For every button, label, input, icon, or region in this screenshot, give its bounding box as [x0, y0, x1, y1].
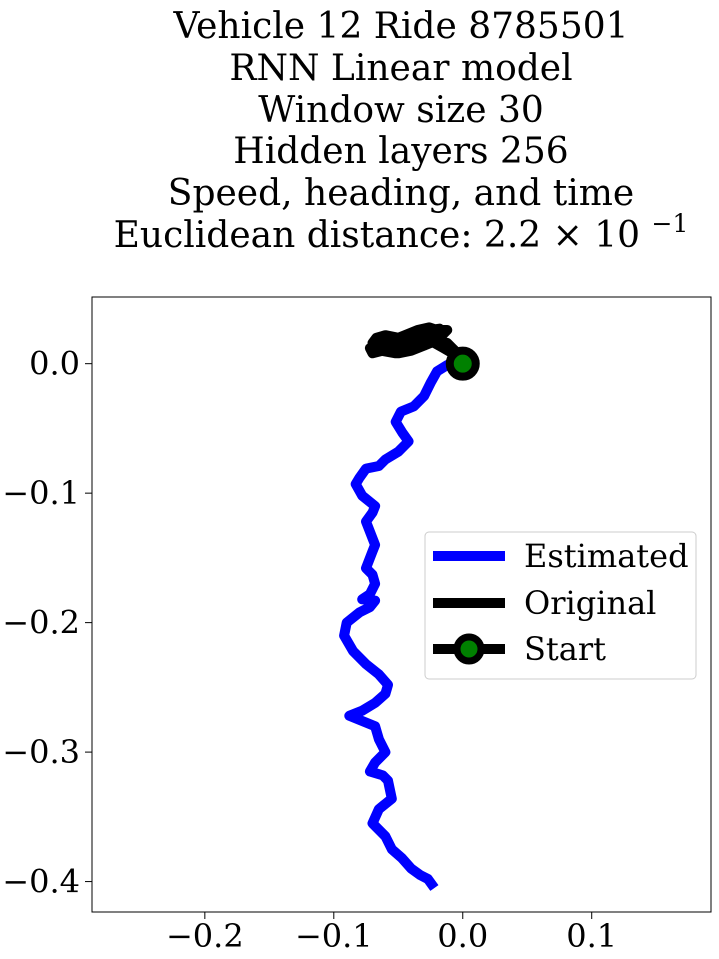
title-line-2: RNN Linear model	[229, 48, 572, 89]
legend-label-original: Original	[524, 584, 656, 622]
title-line-5: Speed, heading, and time	[168, 173, 634, 214]
y-tick-label: −0.1	[2, 474, 80, 512]
title-line-1: Vehicle 12 Ride 8785501	[172, 6, 628, 47]
x-tick-label: −0.2	[166, 917, 244, 955]
legend-box	[424, 531, 697, 680]
y-tick-label: −0.2	[2, 604, 80, 642]
y-tick-label: 0.0	[29, 345, 80, 383]
title-metric-exponent: −1	[652, 209, 689, 238]
plot-area	[339, 322, 480, 891]
x-tick-label: −0.1	[295, 917, 373, 955]
title-metric-base: 10	[594, 215, 640, 256]
title-metric-label: Euclidean distance: 2.2	[114, 215, 542, 256]
title-line-3: Window size 30	[258, 90, 544, 131]
x-tick-label: 0.1	[566, 917, 617, 955]
title-line-4: Hidden layers 256	[233, 131, 568, 172]
axis-ticks: −0.2 −0.1 0.0 0.1 0.0 −0.1 −0.2 −0.3 −0.4	[2, 345, 617, 955]
series-estimated-line	[339, 358, 464, 891]
legend-label-estimated: Estimated	[524, 537, 689, 575]
title-metric-times: ×	[553, 215, 583, 256]
chart-title: Vehicle 12 Ride 8785501 RNN Linear model…	[114, 6, 689, 256]
legend-marker-start	[453, 633, 485, 665]
plot-frame	[91, 296, 712, 913]
legend-label-start: Start	[524, 630, 606, 668]
y-tick-label: −0.3	[2, 733, 80, 771]
y-tick-label: −0.4	[2, 863, 80, 901]
x-tick-label: 0.0	[437, 917, 488, 955]
title-line-6: Euclidean distance: 2.2 × 10 −1	[114, 209, 689, 256]
legend: Estimated Original Start	[424, 531, 697, 680]
series-original-line	[364, 322, 467, 368]
start-marker	[445, 346, 480, 381]
